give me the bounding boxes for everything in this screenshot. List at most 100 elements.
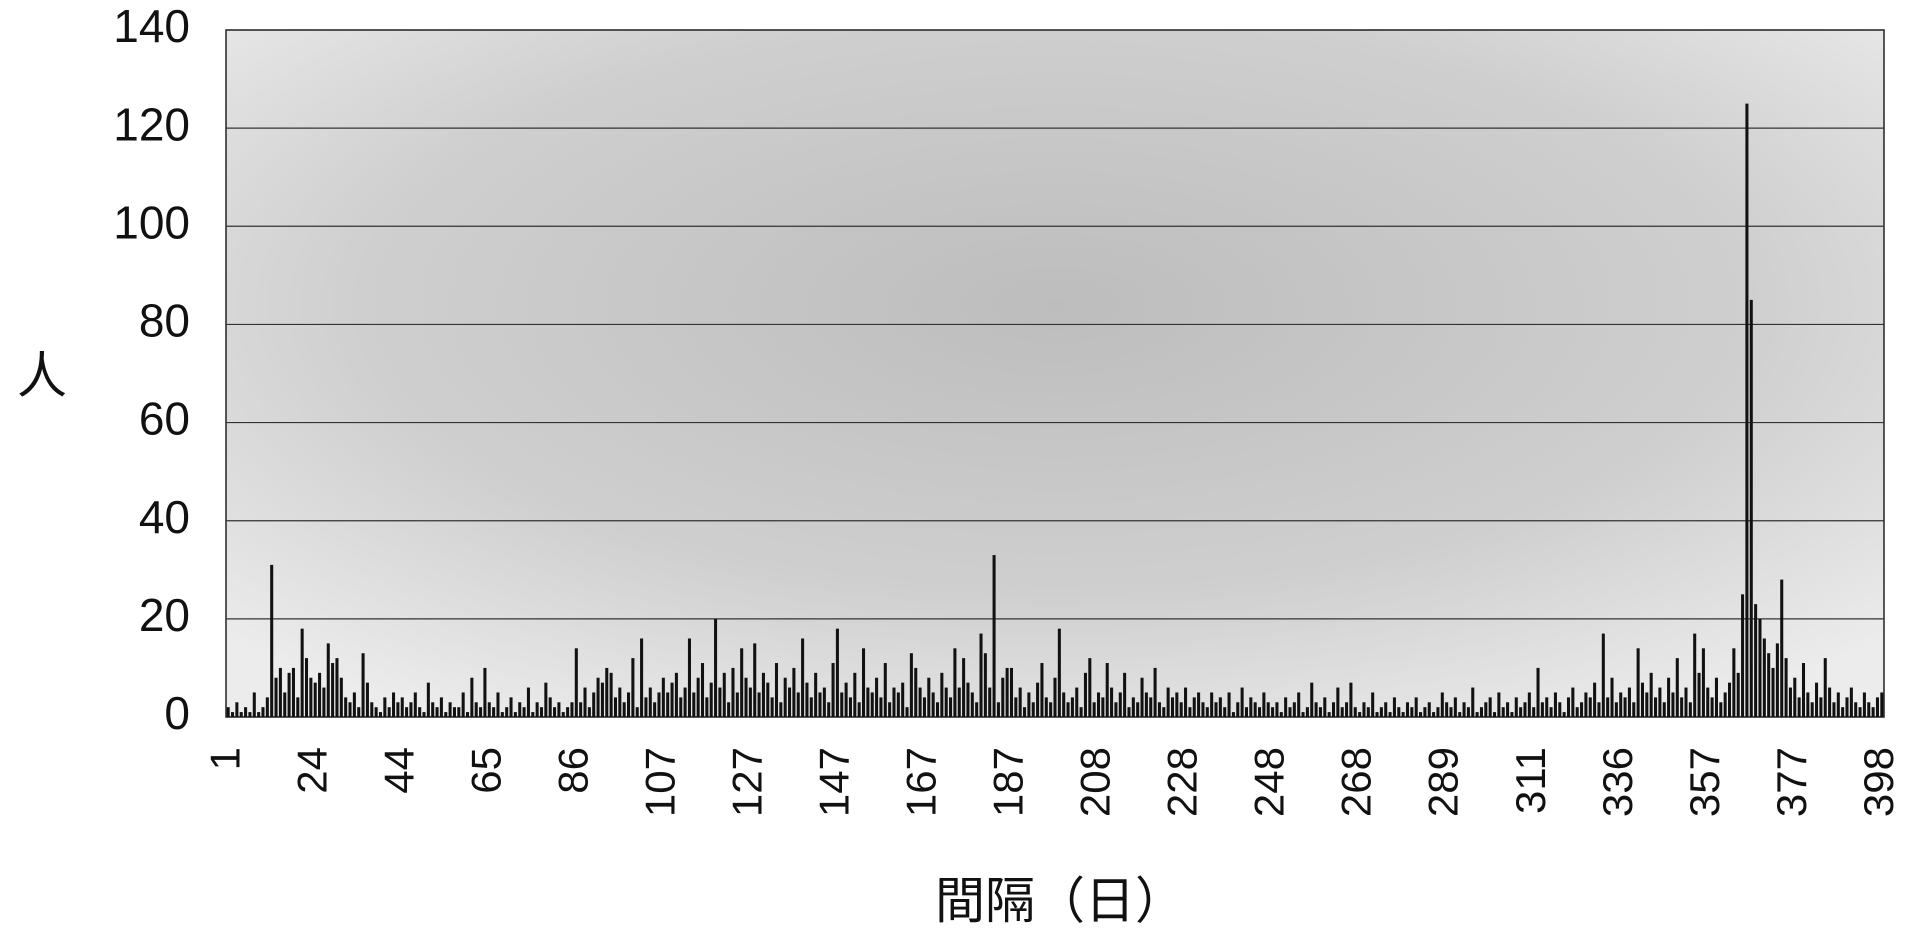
bar: [613, 697, 618, 717]
bar: [975, 702, 979, 717]
bar: [1288, 707, 1292, 717]
y-tick-label: 120: [113, 98, 190, 150]
bar: [1506, 702, 1510, 717]
bar: [687, 638, 691, 717]
bar: [1519, 707, 1523, 717]
bar: [248, 712, 252, 717]
bar: [1749, 299, 1753, 717]
bar: [400, 697, 404, 717]
bar: [631, 658, 635, 717]
bar: [274, 677, 278, 717]
bar: [344, 697, 348, 717]
bar: [705, 697, 709, 717]
bar: [683, 687, 687, 717]
bar: [509, 697, 513, 717]
bar: [539, 707, 544, 717]
bar: [879, 697, 883, 717]
bar: [1484, 702, 1488, 717]
bar: [505, 707, 509, 717]
bar: [1266, 702, 1270, 717]
bar: [361, 653, 365, 717]
bar: [970, 692, 974, 717]
bar: [1854, 702, 1858, 717]
bar: [405, 707, 409, 717]
bar: [1449, 707, 1453, 717]
bar: [831, 663, 835, 717]
bar: [1327, 712, 1331, 717]
bar: [1684, 687, 1688, 717]
bar: [1144, 692, 1148, 717]
bar: [1388, 712, 1392, 717]
bar: [1762, 638, 1766, 717]
bar: [709, 682, 713, 717]
bar: [822, 687, 826, 717]
bar: [714, 618, 718, 717]
bar: [1149, 697, 1153, 717]
bar: [1079, 707, 1083, 717]
bar: [1040, 663, 1044, 717]
bar: [1688, 702, 1692, 717]
bar: [1340, 707, 1344, 717]
bar: [1815, 682, 1819, 717]
bar: [774, 663, 779, 717]
bar: [953, 648, 957, 717]
bar: [1510, 712, 1514, 717]
bar: [1205, 707, 1209, 717]
bar: [757, 692, 761, 717]
bar: [1745, 103, 1749, 718]
bar: [587, 707, 591, 717]
bar: [1758, 618, 1762, 717]
x-axis-title: 間隔（日）: [935, 873, 1185, 929]
bar: [1197, 692, 1201, 717]
bar: [761, 672, 765, 717]
bar: [1366, 707, 1370, 717]
bar: [566, 707, 570, 717]
bar: [740, 648, 744, 717]
bar: [909, 653, 913, 717]
bar: [1540, 702, 1544, 717]
bar: [1384, 702, 1388, 717]
bar: [718, 687, 722, 717]
bar: [1462, 702, 1466, 717]
bar: [1083, 672, 1087, 717]
bar: [922, 697, 926, 717]
bar: [1440, 692, 1444, 717]
bar: [1871, 707, 1875, 717]
bar: [609, 672, 613, 717]
bar: [727, 702, 731, 717]
bar: [1719, 702, 1723, 717]
bar: [844, 682, 848, 717]
bar: [1057, 628, 1061, 717]
bar: [483, 667, 487, 717]
bar: [1036, 682, 1040, 717]
bar: [1584, 692, 1588, 717]
bar: [1027, 692, 1031, 717]
bar: [1345, 702, 1349, 717]
bar: [1732, 648, 1736, 717]
bar: [1218, 697, 1222, 717]
bar: [1466, 707, 1470, 717]
bar: [914, 667, 918, 717]
bar: [1188, 707, 1192, 717]
bar: [1018, 687, 1022, 717]
bar: [1009, 667, 1014, 717]
bar: [783, 677, 787, 717]
bar: [1532, 707, 1536, 717]
bar: [1636, 648, 1640, 717]
bar: [1258, 707, 1262, 717]
bar: [635, 707, 639, 717]
bar: [944, 687, 948, 717]
bar: [387, 707, 391, 717]
bar: [1192, 697, 1196, 717]
bar: [231, 712, 235, 717]
bar: [1310, 682, 1314, 717]
bar: [1244, 707, 1248, 717]
bar: [531, 712, 535, 717]
bar: [1271, 707, 1275, 717]
bar: [827, 702, 831, 717]
bar: [392, 692, 396, 717]
bar: [1832, 702, 1836, 717]
bar: [435, 707, 439, 717]
bar: [1828, 687, 1832, 717]
